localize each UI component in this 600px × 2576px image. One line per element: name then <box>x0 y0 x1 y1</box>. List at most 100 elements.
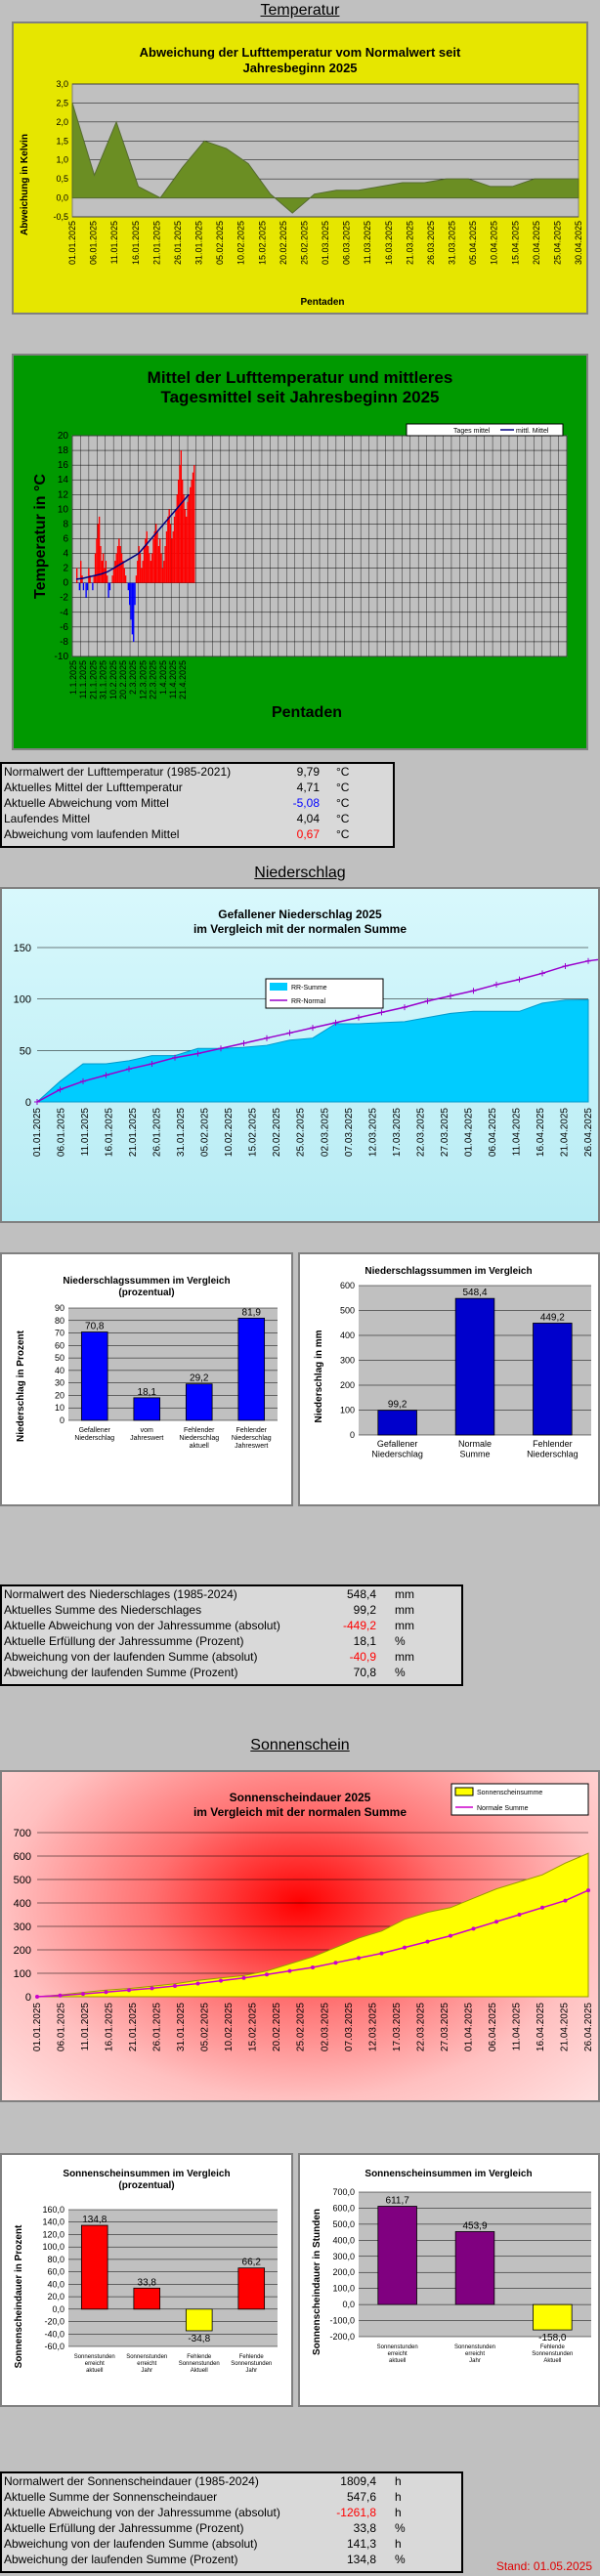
bar <box>185 1383 213 1421</box>
x-category-label: Sonnenstunden <box>126 2354 167 2360</box>
x-category-label: Aktuell <box>191 2368 208 2374</box>
legend-label-b: Normale Summe <box>477 1805 529 1812</box>
row-value: 18,1 <box>353 1634 376 1648</box>
daily-bar <box>122 561 124 583</box>
x-tick-label: 21.03.2025 <box>405 221 414 265</box>
x-category-label: Jahr <box>141 2368 152 2374</box>
daily-bar <box>114 561 116 583</box>
y-axis-label: Sonnenscheindauer in Prozent <box>14 2224 24 2368</box>
row-label: Laufendes Mittel <box>4 812 91 825</box>
rr-normal-point <box>172 1054 178 1061</box>
row-label: Aktuelle Erfüllung der Jahressumme (Proz… <box>4 1634 244 1648</box>
rr-normal-point <box>539 970 545 977</box>
x-tick-label: 11.04.2025 <box>511 1108 522 1157</box>
row-label: Abweichung von der laufenden Summe (abso… <box>4 1650 258 1664</box>
daily-bar <box>100 546 102 583</box>
row-unit: °C <box>336 765 350 779</box>
daily-bar <box>86 582 89 591</box>
legend-swatch-a <box>454 1787 474 1796</box>
daily-bar <box>171 538 173 583</box>
table-row: Aktuelle Abweichung von der Jahressumme … <box>2 2505 461 2520</box>
rr-normal-point <box>264 1035 270 1041</box>
chart-sonne-prozent-panel: Sonnenscheinsummen im Vergleich (prozent… <box>0 2153 293 2407</box>
x-category-label: Jahreswert <box>130 1435 163 1442</box>
y-tick-label: 150 <box>14 943 31 954</box>
row-unit: mm <box>395 1619 414 1632</box>
y-tick-label: -6 <box>60 622 68 633</box>
data-label: 66,2 <box>242 2258 262 2268</box>
x-tick-label: 01.04.2025 <box>463 2003 474 2051</box>
x-tick-label: 20.02.2025 <box>279 221 288 265</box>
x-tick-label: 11.01.2025 <box>109 221 119 264</box>
y-tick-label: 700,0 <box>332 2187 355 2197</box>
row-value: 70,8 <box>353 1666 376 1679</box>
chart-temp-mittel-panel: Mittel der Lufttemperatur und mittleres … <box>12 354 588 750</box>
y-tick-label: 1,5 <box>56 136 68 146</box>
data-label: 611,7 <box>386 2196 410 2207</box>
sonne-normal-point <box>517 1913 522 1917</box>
y-tick-label: 300 <box>14 1921 31 1933</box>
chart-title-line2: Tagesmittel seit Jahresbeginn 2025 <box>160 388 439 406</box>
table-row: Normalwert der Sonnenscheindauer (1985-2… <box>2 2473 461 2489</box>
sonnenschein-stats-table: Normalwert der Sonnenscheindauer (1985-2… <box>0 2471 463 2573</box>
legend-label-a: Tages mittel <box>453 428 491 435</box>
mean-line <box>75 493 190 580</box>
x-category-label: Fehlender <box>184 1427 215 1434</box>
daily-bar <box>78 582 81 591</box>
bar <box>377 2206 417 2305</box>
rr-normal-point <box>34 1099 40 1105</box>
table-row: Aktuelle Summe der Sonnenscheindauer 547,… <box>2 2489 461 2505</box>
row-unit: h <box>395 2474 402 2488</box>
row-unit: mm <box>395 1603 414 1617</box>
section-title-sonnenschein: Sonnenschein <box>250 1737 350 1753</box>
row-value: 547,6 <box>346 2490 376 2504</box>
y-tick-label: -20,0 <box>44 2317 64 2327</box>
x-category-label: Aktuell <box>543 2358 561 2364</box>
daily-bar <box>164 546 166 583</box>
x-tick-label: 21.4.2025 <box>178 660 188 699</box>
daily-bar <box>145 538 147 583</box>
daily-bar <box>85 582 87 598</box>
y-tick-label: 10 <box>58 504 69 515</box>
x-tick-label: 26.04.2025 <box>583 1108 594 1157</box>
x-tick-label: 07.03.2025 <box>344 1108 355 1157</box>
chart-title-line2: (prozentual) <box>118 1288 174 1298</box>
y-tick-label: 40 <box>55 1366 64 1375</box>
x-tick-label: 2.3.2025 <box>128 660 138 695</box>
x-tick-label: 16.01.2025 <box>131 221 141 265</box>
chart-title-line2: im Vergleich mit der normalen Summe <box>193 1805 407 1819</box>
daily-bar <box>156 530 158 583</box>
daily-bar <box>123 568 125 583</box>
x-tick-label: 25.02.2025 <box>296 2003 307 2051</box>
x-category-label: Jahreswert <box>235 1443 268 1450</box>
daily-bar <box>165 530 168 583</box>
x-tick-label: 16.01.2025 <box>105 2003 115 2051</box>
rr-normal-point <box>57 1086 64 1093</box>
data-label: 453,9 <box>462 2220 487 2231</box>
x-tick-label: 17.03.2025 <box>392 2003 403 2051</box>
row-label: Normalwert der Lufttemperatur (1985-2021… <box>4 765 232 779</box>
x-category-label: Sonnenstunden <box>532 2351 573 2357</box>
x-tick-label: 06.04.2025 <box>488 1108 498 1157</box>
daily-bar <box>177 480 180 583</box>
x-category-label: Niederschlag <box>527 1449 579 1458</box>
y-tick-label: 200,0 <box>332 2267 355 2277</box>
x-tick-label: 10.02.2025 <box>236 221 246 265</box>
x-category-label: Fehlender <box>533 1439 573 1449</box>
row-unit: h <box>395 2537 402 2551</box>
daily-bar <box>124 575 127 583</box>
row-unit: % <box>395 2521 406 2535</box>
daily-bar <box>168 509 170 583</box>
x-tick-label: 05.02.2025 <box>200 2003 211 2051</box>
x-tick-label: 31.01.2025 <box>176 2003 187 2051</box>
x-tick-label: 25.02.2025 <box>299 221 309 265</box>
y-tick-label: 120,0 <box>42 2229 64 2239</box>
x-tick-label: 16.01.2025 <box>105 1108 115 1157</box>
daily-bar <box>172 530 174 583</box>
y-tick-label: 50 <box>55 1353 64 1363</box>
y-tick-label: 500 <box>14 1875 31 1886</box>
sonne-normal-point <box>81 1992 85 1997</box>
data-label: 81,9 <box>242 1307 262 1318</box>
y-tick-label: -10 <box>55 652 69 662</box>
x-tick-label: 12.03.2025 <box>367 2003 378 2051</box>
